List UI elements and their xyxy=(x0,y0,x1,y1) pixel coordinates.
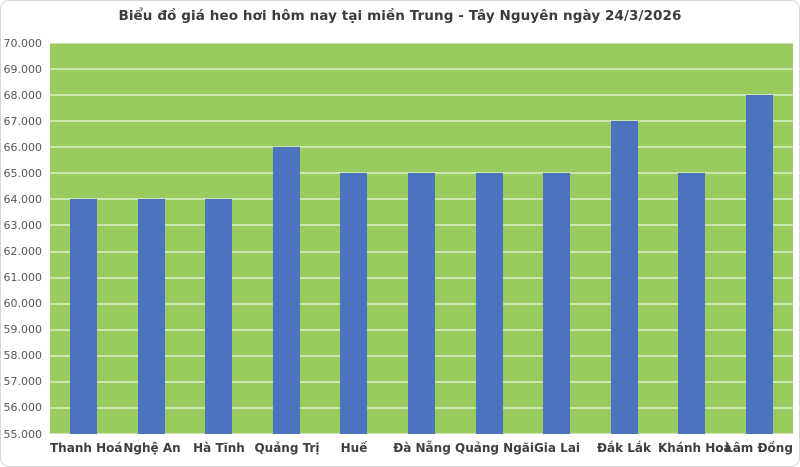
x-tick-label: Hà Tĩnh xyxy=(193,441,245,455)
bar-Đắk Lắk xyxy=(611,121,638,434)
bar-Thanh Hoá xyxy=(70,199,97,434)
gridline xyxy=(50,94,793,96)
y-tick-label: 65.000 xyxy=(3,167,43,180)
bar-Hà Tĩnh xyxy=(205,199,232,434)
bar-Huế xyxy=(340,173,367,434)
y-tick-label: 67.000 xyxy=(3,115,43,128)
chart-title: Biểu đồ giá heo hơi hôm nay tại miền Tru… xyxy=(118,8,682,24)
x-tick-label: Quảng Trị xyxy=(254,441,320,455)
y-tick-label: 61.000 xyxy=(3,271,43,284)
y-tick-label: 59.000 xyxy=(3,323,43,336)
x-tick-label: Gia Lai xyxy=(533,441,581,455)
y-tick-label: 63.000 xyxy=(3,219,43,232)
y-tick-label: 62.000 xyxy=(3,245,43,258)
x-tick-label: Thanh Hoá xyxy=(50,441,123,455)
bar-Khánh Hoà xyxy=(678,173,705,434)
x-tick-label: Nghệ An xyxy=(123,441,181,455)
y-tick-label: 56.000 xyxy=(3,401,43,414)
bar-Lâm Đồng xyxy=(746,95,773,434)
x-tick-label: Lâm Đồng xyxy=(725,441,793,455)
bar-Quảng Ngãi xyxy=(476,173,503,434)
gridline xyxy=(50,120,793,122)
x-tick-label: Đắk Lắk xyxy=(596,441,652,455)
plot-area xyxy=(50,42,793,435)
y-tick-label: 66.000 xyxy=(3,141,43,154)
y-tick-label: 55.000 xyxy=(3,428,43,441)
y-tick-label: 64.000 xyxy=(3,193,43,206)
gridline xyxy=(50,433,793,435)
y-tick-label: 57.000 xyxy=(3,375,43,388)
x-tick-label: Đà Nẵng xyxy=(393,441,451,455)
gridline xyxy=(50,146,793,148)
bar-Quảng Trị xyxy=(273,147,300,434)
x-tick-label: Quảng Ngãi xyxy=(455,441,534,455)
x-tick-label: Huế xyxy=(340,441,368,455)
y-tick-label: 60.000 xyxy=(3,297,43,310)
gridline xyxy=(50,68,793,70)
bar-Gia Lai xyxy=(543,173,570,434)
y-tick-label: 70.000 xyxy=(3,37,43,50)
x-tick-label: Khánh Hoà xyxy=(658,441,732,455)
y-tick-label: 68.000 xyxy=(3,89,43,102)
bar-Đà Nẵng xyxy=(408,173,435,434)
y-tick-label: 69.000 xyxy=(3,63,43,76)
bar-Nghệ An xyxy=(138,199,165,434)
gridline xyxy=(50,42,793,44)
y-tick-label: 58.000 xyxy=(3,349,43,362)
